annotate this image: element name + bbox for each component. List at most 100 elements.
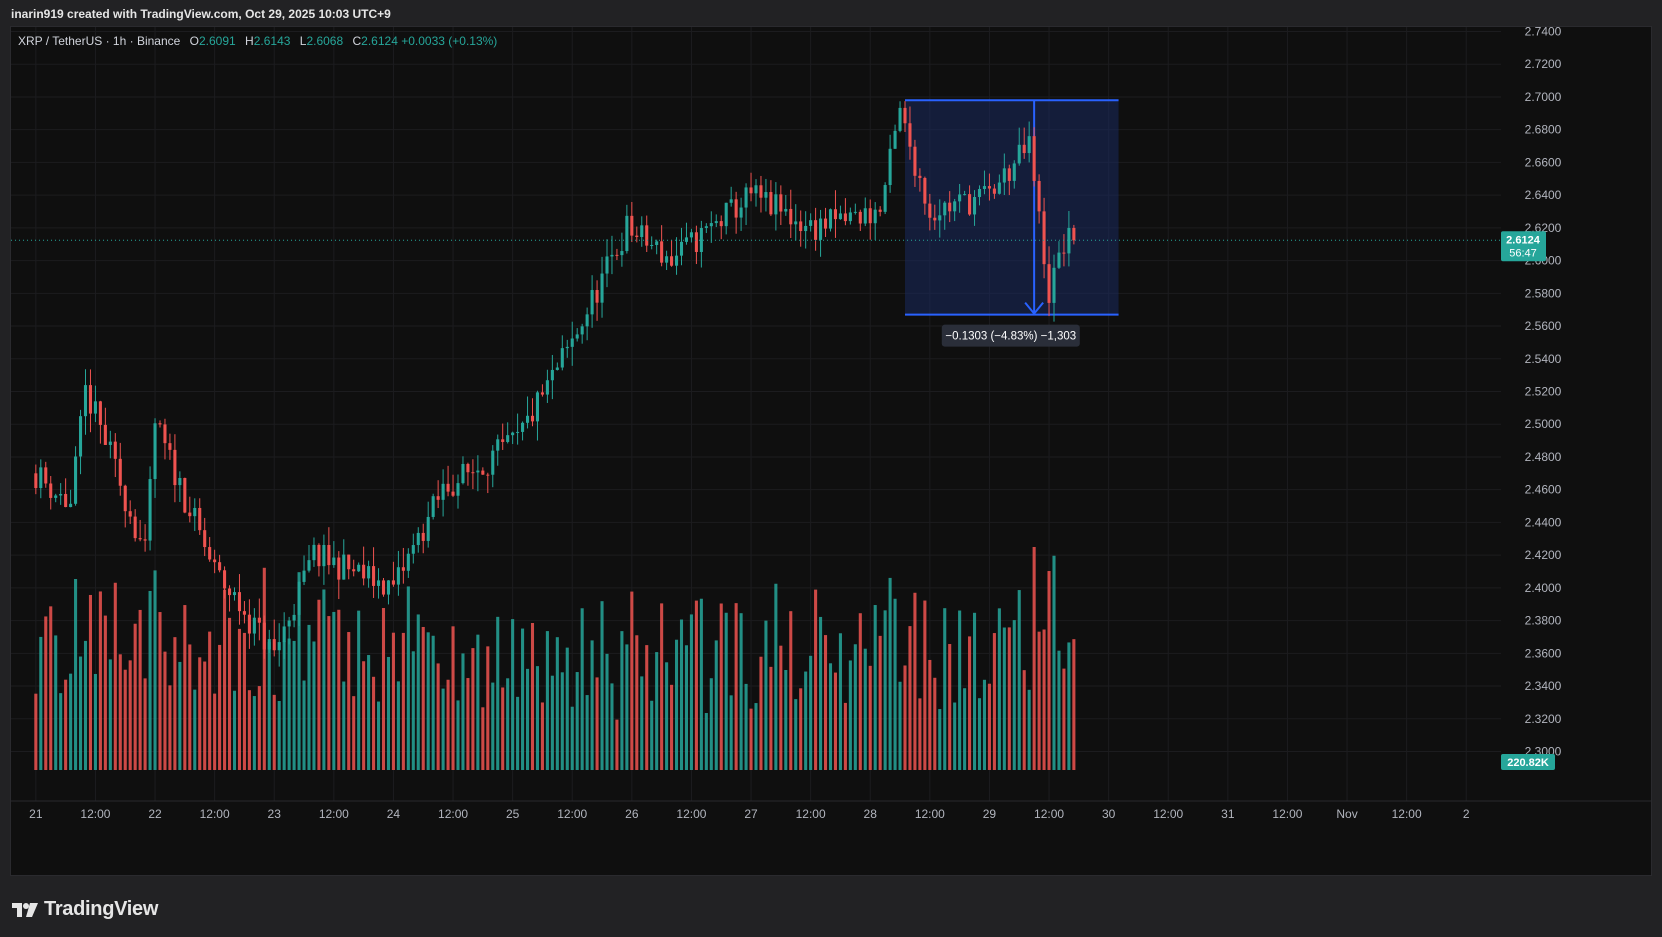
volume-bar bbox=[272, 694, 276, 770]
volume-bar bbox=[590, 640, 594, 770]
volume-bar bbox=[123, 669, 127, 770]
candle-body bbox=[749, 187, 753, 194]
volume-bar bbox=[411, 651, 415, 770]
volume-bar bbox=[605, 653, 609, 770]
volume-bar bbox=[555, 637, 559, 770]
candle-body bbox=[570, 338, 574, 347]
volume-bar bbox=[545, 631, 549, 770]
candle-body bbox=[1057, 252, 1061, 268]
volume-bar bbox=[779, 645, 783, 770]
time-tick-label: 12:00 bbox=[1392, 807, 1422, 821]
candle-body bbox=[665, 256, 669, 263]
volume-bar bbox=[322, 589, 326, 770]
volume-bar bbox=[709, 678, 713, 770]
volume-bar bbox=[352, 696, 356, 770]
volume-bar bbox=[426, 632, 430, 770]
time-tick-label: Nov bbox=[1336, 807, 1357, 821]
volume-bar bbox=[595, 677, 599, 770]
candle-body bbox=[684, 237, 689, 242]
candle-body bbox=[128, 511, 132, 517]
volume-bar bbox=[828, 663, 833, 770]
price-chart[interactable]: 2.74002.72002.70002.68002.66002.64002.62… bbox=[11, 27, 1651, 875]
candle-body bbox=[257, 617, 261, 623]
candle-body bbox=[386, 580, 391, 595]
volume-bar bbox=[863, 648, 867, 770]
volume-bar bbox=[1057, 650, 1061, 770]
volume-bar bbox=[1027, 689, 1031, 770]
candle-body bbox=[54, 495, 58, 498]
volume-bar bbox=[516, 696, 520, 770]
volume-bar bbox=[496, 616, 500, 770]
volume-bar bbox=[297, 572, 301, 770]
candle-body bbox=[362, 564, 366, 579]
volume-bar bbox=[560, 672, 564, 770]
volume-bar bbox=[332, 611, 336, 770]
current-price-value: 2.6124 bbox=[1506, 234, 1541, 246]
volume-bar bbox=[739, 613, 743, 770]
volume-bar bbox=[257, 686, 261, 770]
price-tick-label: 2.4200 bbox=[1525, 548, 1562, 562]
volume-bar bbox=[203, 661, 207, 770]
candle-body bbox=[267, 639, 271, 650]
candle-body bbox=[714, 221, 718, 224]
candle-body bbox=[39, 467, 43, 489]
candle-body bbox=[193, 507, 197, 517]
candle-body bbox=[466, 463, 470, 473]
candle-body bbox=[779, 194, 783, 212]
attribution-bar: inarin919 created with TradingView.com, … bbox=[0, 0, 1662, 26]
candle-body bbox=[93, 401, 97, 414]
candle-body bbox=[992, 188, 996, 194]
measure-label-text: −0.1303 (−4.83%) −1,303 bbox=[945, 331, 1076, 343]
volume-bar bbox=[287, 638, 291, 770]
candle-body bbox=[784, 208, 788, 212]
candle-body bbox=[446, 483, 450, 492]
candle-body bbox=[555, 367, 559, 370]
volume-bar bbox=[992, 633, 996, 770]
volume-bar bbox=[227, 617, 232, 770]
volume-bar bbox=[898, 681, 902, 770]
candle-body bbox=[769, 192, 773, 215]
volume-bar bbox=[163, 651, 167, 770]
candle-body bbox=[471, 472, 475, 474]
candle-body bbox=[1062, 252, 1066, 254]
volume-bar bbox=[744, 683, 748, 770]
candle-body bbox=[158, 423, 162, 425]
candle-body bbox=[590, 290, 594, 315]
candle-body bbox=[481, 470, 485, 475]
candle-body bbox=[898, 107, 902, 131]
volume-bar bbox=[34, 693, 38, 770]
candle-body bbox=[953, 201, 957, 212]
volume-bar bbox=[923, 600, 927, 770]
price-tick-label: 2.4800 bbox=[1525, 450, 1562, 464]
time-tick-label: 12:00 bbox=[1034, 807, 1064, 821]
candle-body bbox=[1022, 144, 1026, 154]
candle-body bbox=[997, 182, 1001, 194]
candle-body bbox=[794, 221, 798, 225]
time-tick-label: 12:00 bbox=[557, 807, 587, 821]
volume-bar bbox=[357, 610, 361, 770]
volume-bar bbox=[968, 636, 972, 770]
tradingview-logo[interactable]: TradingView bbox=[12, 898, 158, 921]
candle-body bbox=[64, 493, 68, 508]
volume-bar bbox=[337, 609, 341, 770]
volume-bar bbox=[689, 614, 693, 770]
high-value: 2.6143 bbox=[253, 34, 291, 48]
volume-bar bbox=[823, 635, 828, 770]
price-tick-label: 2.4600 bbox=[1525, 483, 1562, 497]
volume-bar bbox=[694, 600, 698, 770]
chart-pane[interactable]: 2.7400 2.7200 2.7000 2.6800 2.6600 2.6400 2.62… bbox=[10, 26, 1652, 876]
candle-body bbox=[764, 192, 768, 198]
time-tick-label: 28 bbox=[864, 807, 878, 821]
candle-body bbox=[908, 123, 912, 147]
volume-bar bbox=[376, 701, 381, 770]
time-tick-label: 23 bbox=[268, 807, 282, 821]
volume-bar bbox=[148, 590, 152, 770]
candle-body bbox=[521, 422, 525, 432]
volume-bar bbox=[54, 635, 58, 770]
volume-bar bbox=[312, 641, 316, 770]
volume-bar bbox=[804, 671, 808, 770]
candle-body bbox=[391, 580, 395, 585]
candle-body bbox=[699, 227, 703, 252]
candle-body bbox=[903, 107, 907, 124]
price-tick-label: 2.4400 bbox=[1525, 515, 1562, 529]
